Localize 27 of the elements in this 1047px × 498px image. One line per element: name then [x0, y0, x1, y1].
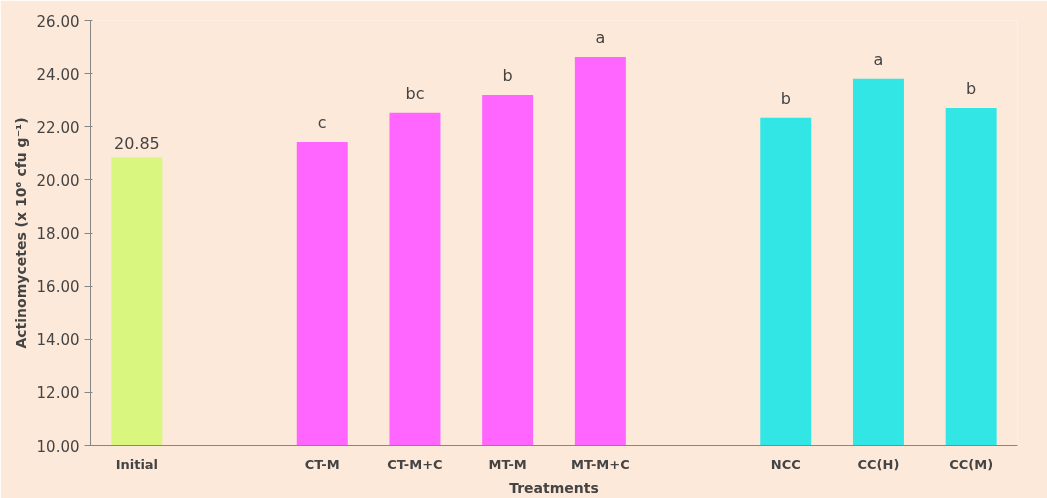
- x-tick-label: CC(M): [949, 456, 994, 472]
- annotation: a: [595, 27, 606, 47]
- x-tick-label: MT-M: [488, 456, 527, 472]
- y-axis-title: Actinomycetes (x 10⁶ cfu g⁻¹): [12, 117, 29, 349]
- x-tick-label: MT-M+C: [571, 456, 630, 472]
- y-tick-label: 14.00: [36, 331, 80, 350]
- x-tick-label: CT-M+C: [387, 456, 443, 472]
- y-tick-label: 18.00: [36, 225, 80, 243]
- annotation: bc: [405, 83, 425, 103]
- y-tick-label: 10.00: [36, 437, 80, 456]
- annotation: a: [873, 49, 884, 69]
- y-tick-label: 16.00: [36, 278, 80, 297]
- x-tick-label: Initial: [115, 456, 159, 472]
- y-tick-label: 12.00: [36, 384, 80, 403]
- y-tick-label: 26.00: [36, 12, 80, 31]
- annotation: c: [317, 112, 327, 132]
- annotation: b: [966, 78, 977, 98]
- y-tick-label: 20.00: [36, 171, 80, 190]
- y-tick-label: 24.00: [36, 65, 80, 84]
- x-tick-label: CT-M: [304, 456, 340, 472]
- x-tick-label: CC(H): [857, 456, 900, 472]
- y-tick-label: 22.00: [36, 118, 80, 137]
- x-axis-title: Treatments: [509, 479, 599, 496]
- x-tick-label: NCC: [770, 456, 801, 472]
- annotation: b: [502, 65, 513, 85]
- data-label: 20.85: [113, 134, 160, 154]
- annotation: b: [780, 88, 791, 108]
